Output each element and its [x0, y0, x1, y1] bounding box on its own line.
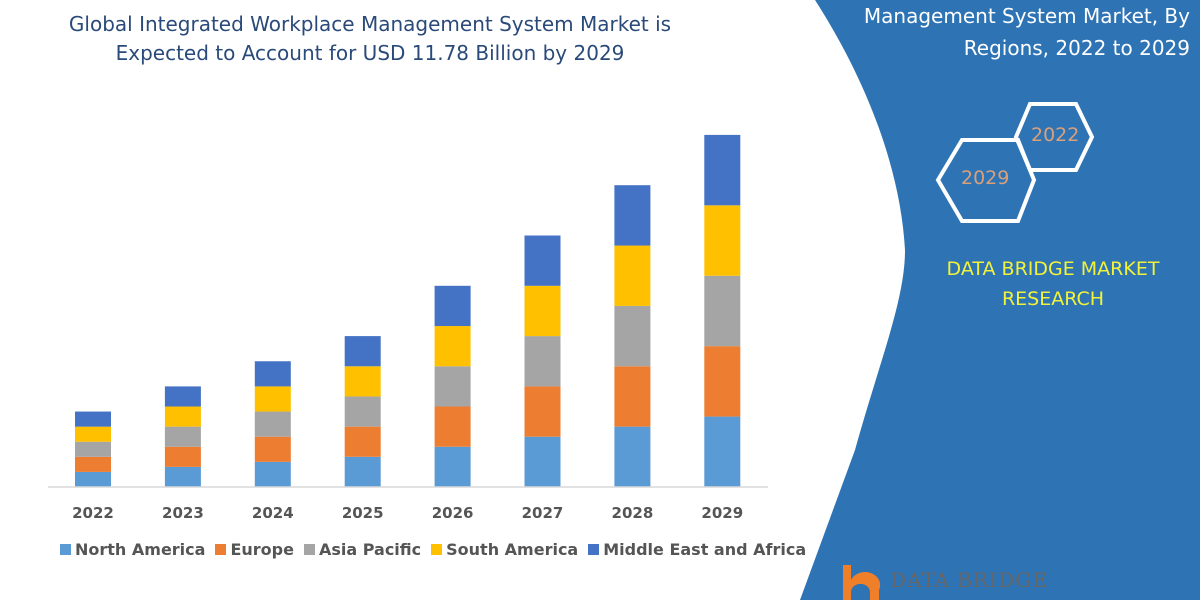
legend-swatch-icon	[588, 544, 600, 555]
bar-segment-2025-europe	[344, 426, 381, 457]
legend-swatch-icon	[215, 544, 227, 555]
bar-segment-2023-north-america	[164, 466, 201, 487]
legend-label: Middle East and Africa	[603, 540, 807, 559]
side-title-line-1: Management System Market, By	[863, 4, 1190, 28]
brand-line-1: DATA BRIDGE MARKET	[946, 258, 1160, 280]
bar-segment-2026-north-america	[434, 446, 471, 487]
legend-swatch-icon	[303, 544, 315, 555]
legend-swatch-icon	[60, 544, 71, 555]
bar-segment-2029-middle-east-and-africa	[704, 134, 741, 206]
bar-segment-2024-north-america	[254, 461, 291, 487]
bar-segment-2028-asia-pacific	[614, 305, 651, 367]
bar-segment-2023-middle-east-and-africa	[164, 386, 201, 407]
legend-label: South America	[446, 540, 579, 559]
bar-segment-2023-asia-pacific	[164, 426, 201, 447]
bar-segment-2027-europe	[524, 386, 561, 437]
logo-mark-icon	[843, 565, 881, 600]
bar-segment-2027-middle-east-and-africa	[524, 235, 561, 286]
legend-item: Middle East and Africa	[588, 540, 806, 559]
bar-segment-2024-asia-pacific	[254, 411, 291, 437]
chart-title-line-2: Expected to Account for USD 11.78 Billio…	[115, 41, 625, 65]
legend-item: Asia Pacific	[303, 540, 422, 559]
bar-segment-2028-europe	[614, 366, 651, 427]
bar-segment-2025-middle-east-and-africa	[344, 336, 381, 367]
hex-label-2029: 2029	[961, 167, 1010, 189]
legend-label: Asia Pacific	[318, 540, 422, 559]
bar-segment-2024-south-america	[254, 386, 291, 412]
legend-item: Europe	[215, 540, 294, 559]
side-panel-title: Management System Market, By Regions, 20…	[810, 0, 1190, 64]
legend: North America Europe Asia Pacific South Ame…	[60, 540, 806, 559]
bar-segment-2029-south-america	[704, 205, 741, 276]
bar-segment-2024-middle-east-and-africa	[254, 361, 291, 387]
bar-segment-2028-north-america	[614, 426, 651, 487]
x-tick-label: 2027	[522, 504, 564, 522]
x-tick-label: 2025	[342, 504, 384, 522]
bar-segment-2025-asia-pacific	[344, 396, 381, 427]
side-title-line-2: Regions, 2022 to 2029	[963, 36, 1190, 60]
bar-segment-2029-europe	[704, 346, 741, 417]
legend-item: South America	[431, 540, 578, 559]
bar-segment-2024-europe	[254, 436, 291, 462]
bar-segment-2022-europe	[75, 456, 111, 472]
brand-line-2: RESEARCH	[1001, 288, 1105, 310]
bar-segment-2023-south-america	[164, 406, 201, 427]
bar-segment-2026-middle-east-and-africa	[434, 285, 471, 327]
chart-title: Global Integrated Workplace Management S…	[20, 10, 720, 68]
bar-segment-2027-south-america	[524, 285, 561, 337]
x-tick-label: 2029	[701, 504, 743, 522]
legend-label: North America	[75, 540, 206, 559]
bar-segment-2027-asia-pacific	[524, 336, 561, 387]
x-tick-label: 2022	[72, 504, 114, 522]
blue-side-panel	[800, 0, 1200, 600]
bar-segment-2022-south-america	[75, 426, 111, 442]
x-tick-labels: 2022 2023 2024 2025 2026 2027 2028 2029	[72, 504, 743, 522]
bar-segment-2027-north-america	[524, 436, 561, 487]
bar-segment-2025-north-america	[344, 456, 381, 487]
hexagon-2022-icon	[1013, 102, 1095, 172]
bar-segment-2026-south-america	[434, 326, 471, 367]
bar-segment-2023-europe	[164, 446, 201, 467]
logo-text: DATA BRIDGE	[890, 568, 1048, 592]
hexagon-2029-icon	[935, 138, 1037, 223]
bar-segment-2028-middle-east-and-africa	[614, 185, 651, 246]
stacked-bar-chart: 2022 2023 2024 2025 2026 2027 2028 2029	[48, 134, 768, 522]
bar-segment-2029-north-america	[704, 416, 741, 487]
bar-segment-2022-middle-east-and-africa	[75, 411, 111, 427]
legend-label: Europe	[230, 540, 294, 559]
legend-swatch-icon	[431, 544, 443, 555]
x-tick-label: 2024	[252, 504, 294, 522]
bar-segment-2026-europe	[434, 406, 471, 447]
x-tick-label: 2026	[432, 504, 474, 522]
bars-group	[75, 134, 741, 487]
bar-segment-2028-south-america	[614, 245, 651, 306]
brand-text: DATA BRIDGE MARKET RESEARCH	[920, 254, 1186, 314]
chart-title-line-1: Global Integrated Workplace Management S…	[68, 12, 672, 36]
bar-segment-2029-asia-pacific	[704, 275, 741, 347]
bar-segment-2025-south-america	[344, 366, 381, 397]
x-tick-label: 2023	[162, 504, 204, 522]
hex-label-2022: 2022	[1031, 124, 1080, 146]
bar-segment-2026-asia-pacific	[434, 366, 471, 407]
legend-item: North America	[60, 540, 205, 559]
bar-segment-2022-north-america	[75, 471, 111, 487]
x-tick-label: 2028	[612, 504, 654, 522]
bar-segment-2022-asia-pacific	[75, 441, 111, 457]
